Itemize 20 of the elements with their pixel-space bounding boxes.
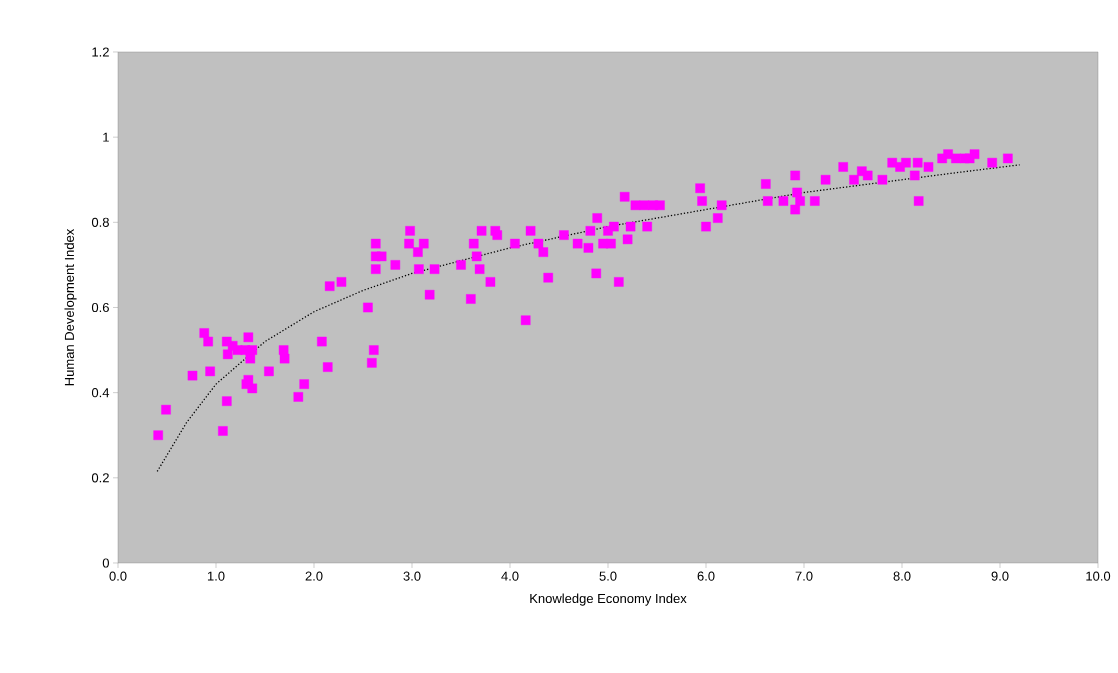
x-tick-label: 8.0 bbox=[893, 571, 911, 581]
y-tick-label: 0.4 bbox=[91, 388, 110, 398]
y-tick-label: 0.6 bbox=[91, 302, 109, 313]
x-tick-label: 6.0 bbox=[697, 571, 715, 581]
x-tick-label: 9.0 bbox=[991, 571, 1009, 581]
y-axis-title: Human Development Index bbox=[64, 228, 77, 386]
x-tick-label: 1.0 bbox=[207, 571, 225, 581]
x-tick-label: 4.0 bbox=[501, 571, 519, 581]
x-tick-label: 0.0 bbox=[109, 571, 127, 581]
y-tick-label: 0.2 bbox=[91, 473, 109, 483]
x-tick-label: 7.0 bbox=[795, 571, 813, 581]
y-tick-label: 1.2 bbox=[92, 47, 109, 57]
x-tick-label: 3.0 bbox=[403, 571, 421, 581]
x-tick-label: 2.0 bbox=[305, 571, 323, 581]
y-tick-label: 0.8 bbox=[91, 217, 109, 227]
x-axis-title: Knowledge Economy Index bbox=[530, 593, 687, 606]
x-tick-label: 5.0 bbox=[599, 571, 617, 581]
y-tick-label: 1 bbox=[103, 132, 109, 142]
y-tick-label: 0 bbox=[102, 558, 109, 568]
x-tick-label: 10.0 bbox=[1086, 571, 1111, 581]
